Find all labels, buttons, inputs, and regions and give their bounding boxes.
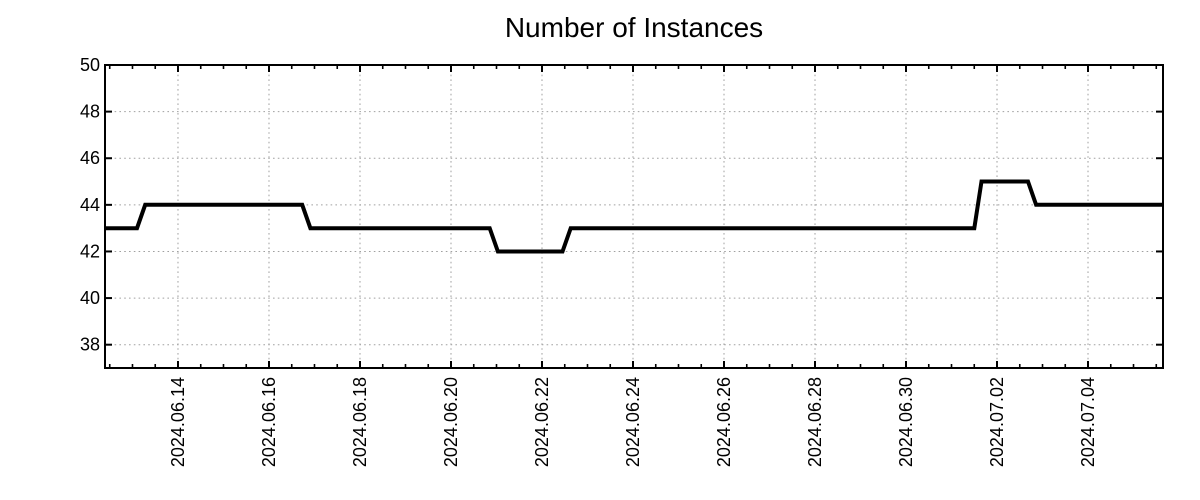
data-series-line xyxy=(105,179,1163,254)
x-tick-label: 2024.06.26 xyxy=(714,377,734,467)
y-tick-label: 46 xyxy=(80,148,100,168)
y-tick-label: 44 xyxy=(80,195,100,215)
x-tick-label: 2024.06.24 xyxy=(623,377,643,467)
plot-border xyxy=(104,64,1164,369)
x-tick-label: 2024.06.16 xyxy=(259,377,279,467)
y-tick-label: 38 xyxy=(80,335,100,355)
x-tick-label: 2024.07.04 xyxy=(1078,377,1098,467)
axis-ticks-layer xyxy=(105,64,1163,368)
x-tick-label: 2024.07.02 xyxy=(987,377,1007,467)
x-tick-label: 2024.06.30 xyxy=(896,377,916,467)
tick-labels-layer: 38 40 42 44 46 48 50 2024.06.14 2024.06.16 2024.0… xyxy=(80,55,1098,467)
y-tick-label: 40 xyxy=(80,288,100,308)
y-tick-label: 48 xyxy=(80,102,100,122)
x-tick-label: 2024.06.18 xyxy=(350,377,370,467)
grid-layer xyxy=(105,65,1163,368)
y-tick-label: 50 xyxy=(80,55,100,75)
x-tick-label: 2024.06.22 xyxy=(532,377,552,467)
chart-title: Number of Instances xyxy=(505,12,763,43)
x-tick-label: 2024.06.20 xyxy=(441,377,461,467)
y-tick-label: 42 xyxy=(80,241,100,261)
x-tick-label: 2024.06.14 xyxy=(168,377,188,467)
x-tick-label: 2024.06.28 xyxy=(805,377,825,467)
